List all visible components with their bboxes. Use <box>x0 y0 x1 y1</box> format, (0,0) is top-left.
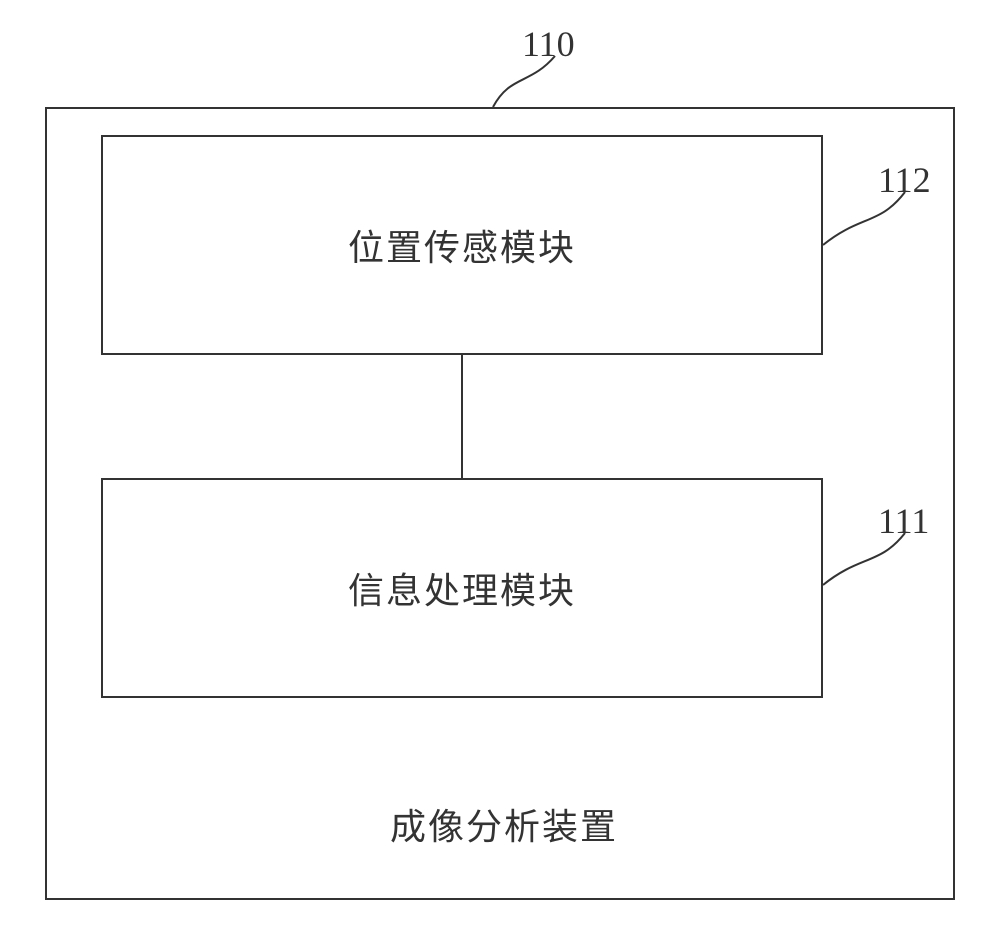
info-processing-leader <box>0 0 1000 933</box>
imaging-analysis-device-label: 成像分析装置 <box>390 798 618 850</box>
